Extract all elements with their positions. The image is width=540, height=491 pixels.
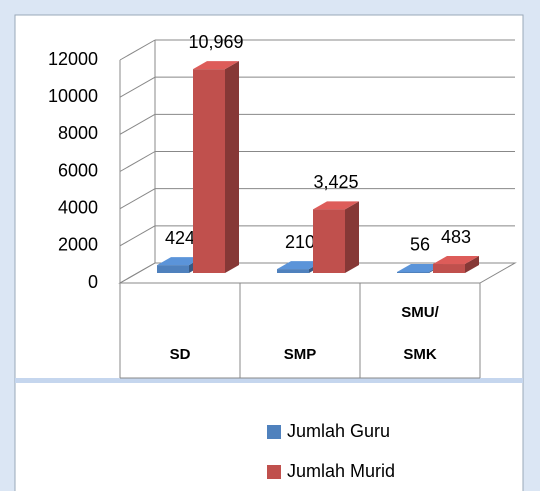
x-tick-label: SD [169,346,191,363]
y-tick-label: 10000 [48,86,98,106]
bar-top [277,261,323,270]
y-tick-label: 4000 [58,197,98,217]
legend-label: Jumlah Murid [287,461,395,481]
data-label: 10,969 [188,32,243,52]
y-tick-label: 6000 [58,160,98,180]
data-label: 3,425 [313,172,358,192]
y-tick-label: 0 [88,272,98,292]
x-tick-label: SMU/ SMK [401,304,439,363]
grid-line [119,113,156,135]
bar-top [157,257,203,266]
bar-front [157,265,189,273]
y-tick-label: 8000 [58,123,98,143]
bar-side [225,61,239,273]
grid-line [119,151,156,172]
bar-side [465,256,479,273]
y-tick-label: 12000 [48,49,98,69]
data-label: 424 [165,228,195,248]
bar-top [313,201,359,210]
legend-swatch [267,425,281,439]
bar-side [345,201,359,273]
x-tick-label: SMP [283,346,317,363]
bar-top [193,61,239,70]
bar-front [397,271,429,273]
bar [193,61,239,273]
bar-front [433,264,465,273]
data-label: 483 [441,227,471,247]
data-label: 56 [410,235,430,255]
grid-line [119,225,156,247]
separator [15,378,523,383]
grid-line [119,39,156,61]
bar-front [193,69,225,273]
bar-front [313,209,345,273]
legend-label: Jumlah Guru [287,421,390,441]
bar [433,256,479,273]
bar-top [397,263,443,272]
data-label: 210 [285,232,315,252]
grid-line [119,188,156,210]
bar-top [433,256,479,265]
panel [14,14,524,491]
y-tick-label: 2000 [58,235,98,255]
grid-line [119,76,156,98]
bar [313,201,359,273]
legend-swatch [267,465,281,479]
grid-line [119,262,156,284]
bar-front [277,269,309,273]
